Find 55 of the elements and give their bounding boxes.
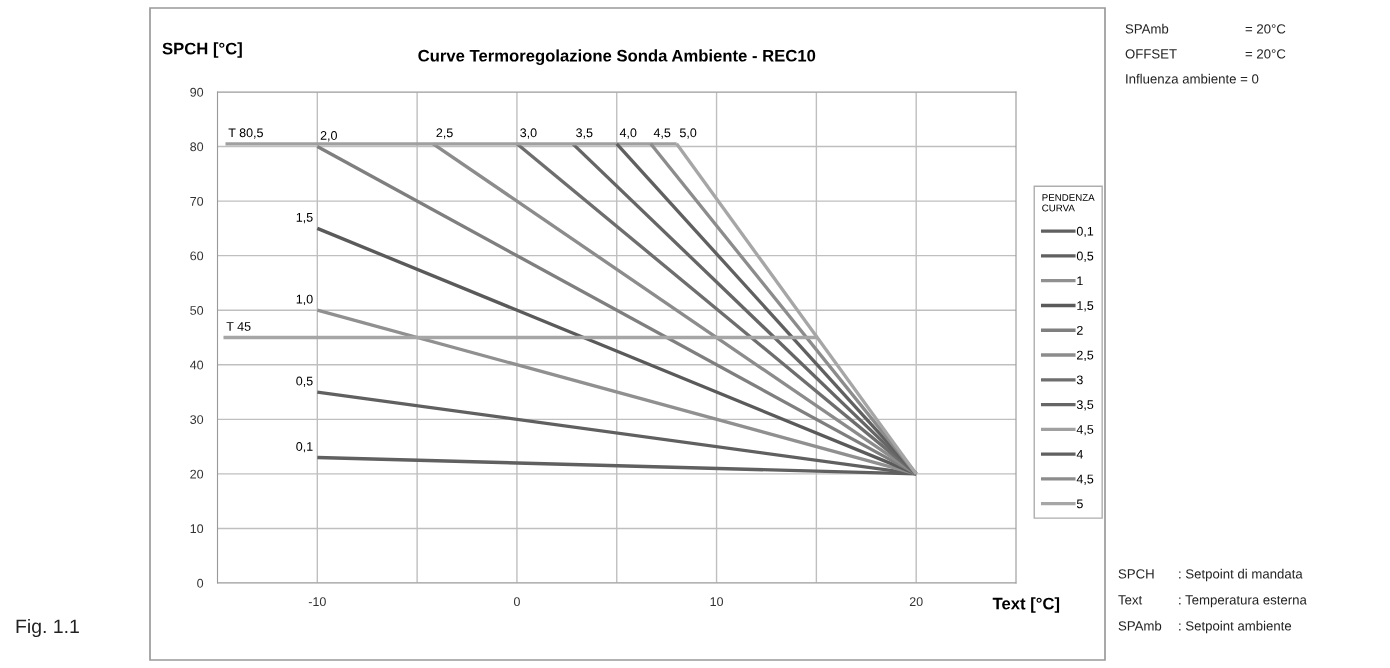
annotation: 0,1 (296, 442, 313, 453)
text: SPAmb (1118, 620, 1162, 631)
y-tick-label: 80 (190, 142, 204, 152)
text: Influenza ambiente = 0 (1126, 73, 1259, 84)
y-tick-label: 10 (190, 524, 204, 534)
x-tick-label: 20 (909, 597, 923, 607)
y-axis-title: SPCH [°C] (162, 42, 242, 58)
annotation: 1,0 (296, 294, 313, 306)
x-tick-label: 0 (513, 597, 520, 607)
legend-label: 0,5 (1076, 251, 1094, 262)
text: : Temperatura esterna (1179, 595, 1307, 608)
caption: Fig. 1.1 (16, 618, 79, 638)
annotation: 3,0 (520, 128, 537, 139)
x-axis-title: Text [°C] (992, 597, 1060, 613)
x-tick-label: -10 (308, 597, 326, 607)
text: OFFSET (1125, 49, 1177, 59)
y-tick-label: 40 (190, 360, 204, 370)
legend-label: 4,5 (1076, 474, 1094, 485)
y-tick-label: 30 (190, 415, 204, 424)
y-tick-label: 20 (190, 469, 204, 479)
legend-label: 2,5 (1077, 350, 1094, 361)
legend-label: 0,1 (1076, 226, 1094, 238)
legend-label: 1 (1077, 276, 1083, 286)
annotation: 1,5 (296, 213, 313, 224)
legend-label: 3,5 (1076, 400, 1094, 411)
annotation: 4,5 (653, 128, 671, 139)
chart-title: Curve Termoregolazione Sonda Ambiente - REC10 (418, 49, 816, 65)
x-tick-label: 10 (710, 597, 724, 607)
annotation: 4,0 (619, 128, 637, 139)
text: Text (1118, 595, 1143, 605)
text: SPAmb (1125, 23, 1169, 34)
text: = 20°C (1245, 49, 1286, 59)
legend-label: 5 (1076, 499, 1083, 509)
annotation: 5,0 (679, 128, 697, 139)
annotation: T 80,5 (228, 128, 263, 139)
legend-label: 2 (1077, 325, 1083, 335)
annotation: 2,0 (320, 131, 337, 142)
annotation: 0,5 (296, 376, 313, 387)
text: : Setpoint ambiente (1179, 620, 1292, 634)
text: : Setpoint di mandata (1179, 568, 1303, 582)
legend-title: PENDENZA CURVA (1042, 194, 1095, 212)
annotation: 3,5 (576, 128, 593, 139)
y-tick-label: 70 (190, 196, 204, 206)
text: = 20°C (1245, 24, 1286, 34)
text: SPCH (1118, 569, 1154, 579)
annotation: 2,5 (436, 128, 453, 139)
legend-label: 4 (1076, 449, 1083, 459)
y-tick-label: 0 (197, 578, 204, 588)
annotation: T 45 (226, 322, 251, 331)
y-tick-label: 50 (190, 306, 204, 315)
legend-label: 1,5 (1077, 301, 1094, 312)
legend-label: 4,5 (1076, 425, 1094, 436)
y-tick-label: 60 (190, 251, 204, 261)
y-tick-label: 90 (190, 87, 204, 97)
legend-label: 3 (1076, 375, 1083, 385)
